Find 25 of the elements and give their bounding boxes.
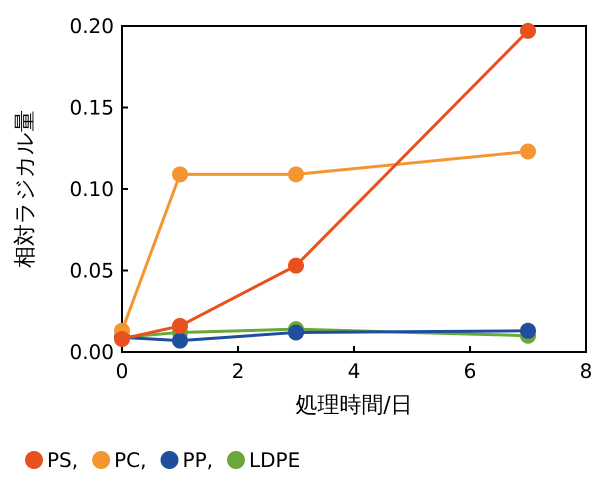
y-axis-title: 相対ラジカル量 xyxy=(13,110,38,268)
point xyxy=(172,318,188,334)
y-tick-label: 0.15 xyxy=(69,96,114,120)
x-tick-label: 0 xyxy=(116,359,128,383)
legend-label: PS, xyxy=(47,448,78,472)
legend-label: PP, xyxy=(182,448,213,472)
point xyxy=(520,322,536,339)
point xyxy=(520,144,536,160)
x-tick-label: 6 xyxy=(464,359,476,383)
x-axis-title: 処理時間/日 xyxy=(295,393,413,418)
legend-label: PC, xyxy=(114,448,147,472)
y-tick-label: 0.10 xyxy=(69,177,114,201)
point xyxy=(288,166,304,182)
point xyxy=(520,22,536,39)
point xyxy=(172,332,188,349)
y-tick-label: 0.00 xyxy=(69,340,114,364)
y-tick-label: 0.20 xyxy=(69,14,114,38)
y-tick-label: 0.05 xyxy=(69,258,114,282)
legend-label: LDPE xyxy=(249,448,300,472)
x-tick-label: 2 xyxy=(232,359,244,383)
point xyxy=(172,166,188,182)
point xyxy=(288,324,304,340)
x-tick-label: 8 xyxy=(580,359,592,383)
x-tick-label: 4 xyxy=(348,359,360,383)
point xyxy=(288,258,304,274)
